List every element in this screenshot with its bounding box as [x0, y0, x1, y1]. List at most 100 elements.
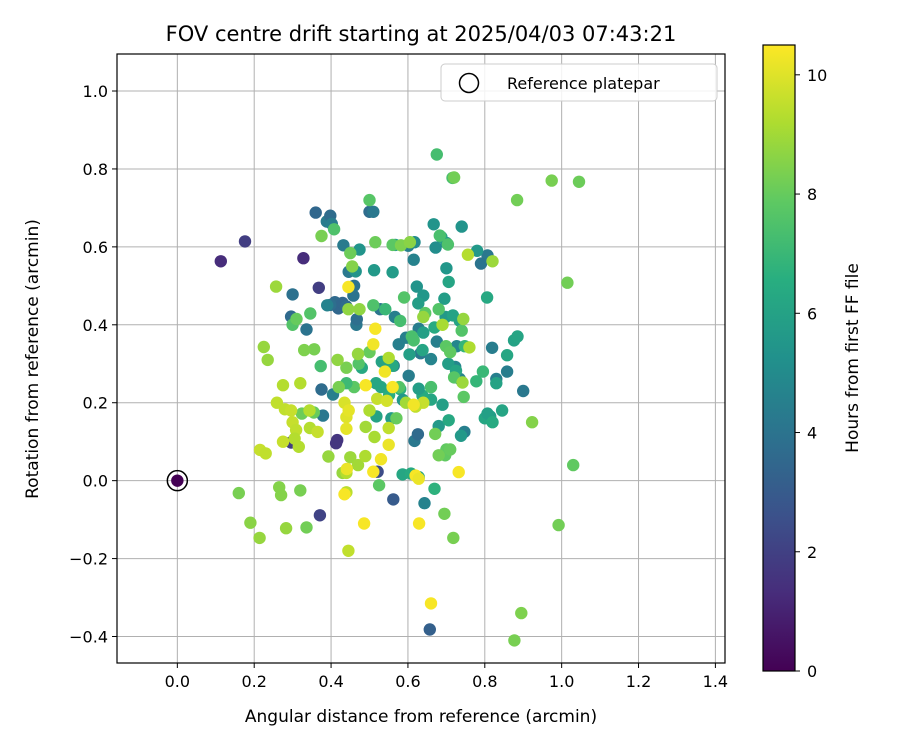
data-point-249: [378, 365, 392, 378]
data-point-84: [436, 398, 449, 411]
data-point-131: [430, 148, 443, 161]
data-point-234: [303, 404, 316, 417]
y-tick-label: 1.0: [83, 82, 108, 101]
data-point-45: [424, 352, 438, 366]
data-point-162: [290, 312, 303, 326]
data-point-191: [486, 255, 499, 268]
data-point-236: [294, 377, 307, 390]
data-point-200: [342, 303, 355, 316]
data-point-184: [561, 276, 574, 289]
data-point-213: [363, 404, 376, 417]
colorbar: 0 2 4 6 8 10 Hours from first FF file: [762, 44, 863, 681]
data-point-9: [387, 493, 400, 506]
data-point-235: [311, 425, 324, 439]
data-point-202: [331, 353, 344, 367]
data-point-189: [508, 634, 521, 647]
data-points: [214, 148, 586, 647]
colorbar-gradient: [762, 44, 796, 672]
data-point-69: [412, 297, 425, 310]
data-point-246: [359, 379, 372, 392]
data-point-242: [338, 488, 351, 501]
data-point-180: [447, 171, 461, 184]
data-point-179: [403, 236, 417, 249]
data-point-157: [314, 359, 327, 373]
data-point-220: [257, 340, 270, 354]
data-point-152: [352, 357, 365, 370]
reference-platepar-marker: [166, 469, 189, 492]
colorbar-tick-label: 2: [807, 543, 817, 562]
data-point-194: [456, 376, 469, 389]
data-point-76: [440, 262, 453, 275]
data-point-240: [340, 422, 353, 435]
chart-title: FOV centre drift starting at 2025/04/03 …: [166, 22, 677, 46]
data-point-78: [438, 292, 451, 305]
data-point-229: [292, 440, 305, 453]
x-axis-ticks: 0.0 0.2 0.4 0.6 0.8 1.0 1.2 1.4: [165, 663, 728, 691]
data-point-221: [261, 353, 274, 367]
data-point-24: [300, 323, 313, 336]
y-tick-label: 0.6: [83, 238, 108, 257]
colorbar-tick-label: 4: [807, 424, 817, 443]
data-point-175: [344, 246, 357, 260]
data-point-198: [346, 260, 359, 273]
data-point-196: [436, 318, 449, 331]
data-point-140: [457, 390, 470, 404]
data-point-174: [315, 229, 328, 243]
data-point-247: [367, 338, 380, 351]
data-point-145: [444, 443, 457, 456]
data-point-118: [511, 330, 524, 343]
data-point-1: [238, 235, 252, 248]
data-point-248: [369, 322, 382, 335]
data-point-156: [332, 380, 345, 394]
y-tick-label: 0.4: [83, 316, 108, 335]
y-tick-label: 0.2: [83, 394, 108, 413]
data-point-173: [327, 223, 341, 236]
data-point-176: [369, 236, 382, 249]
data-point-55: [474, 257, 488, 270]
data-point-165: [294, 484, 307, 497]
data-point-39: [407, 253, 420, 266]
data-point-59: [500, 365, 514, 378]
data-point-171: [253, 531, 266, 545]
data-point-197: [382, 351, 395, 365]
data-point-86: [442, 414, 455, 427]
data-point-32: [350, 313, 363, 326]
x-tick-label: 1.2: [626, 672, 651, 691]
data-point-257: [412, 517, 426, 530]
data-point-146: [432, 449, 445, 462]
legend: Reference platepar: [440, 63, 718, 102]
data-point-205: [344, 451, 357, 464]
data-point-67: [410, 280, 423, 293]
data-point-209: [359, 449, 372, 463]
x-tick-label: 1.4: [703, 672, 728, 691]
data-point-185: [567, 458, 580, 472]
y-tick-label: 0.8: [83, 160, 108, 179]
data-point-223: [276, 379, 290, 392]
data-point-210: [359, 420, 372, 434]
data-point-135: [424, 380, 438, 394]
y-tick-label: −0.2: [69, 550, 108, 569]
data-point-159: [304, 307, 317, 320]
data-point-211: [368, 430, 381, 444]
data-point-244: [357, 517, 371, 530]
x-tick-label: 0.6: [395, 672, 420, 691]
data-point-143: [447, 531, 460, 545]
x-tick-label: 1.0: [549, 672, 574, 691]
reference-point: [171, 474, 184, 487]
data-point-187: [525, 416, 539, 429]
x-axis-label: Angular distance from reference (arcmin): [245, 707, 597, 727]
data-point-183: [572, 175, 586, 188]
data-point-109: [480, 291, 494, 304]
data-point-214: [380, 394, 393, 407]
data-point-77: [442, 275, 455, 289]
data-point-90: [412, 382, 425, 395]
data-point-149: [390, 412, 403, 425]
x-tick-label: 0.8: [472, 672, 497, 691]
colorbar-label: Hours from first FF file: [843, 263, 863, 453]
data-point-125: [397, 291, 411, 304]
data-point-65: [386, 266, 399, 279]
data-point-250: [386, 380, 399, 394]
x-tick-label: 0.0: [165, 672, 190, 691]
data-point-186: [552, 518, 565, 532]
